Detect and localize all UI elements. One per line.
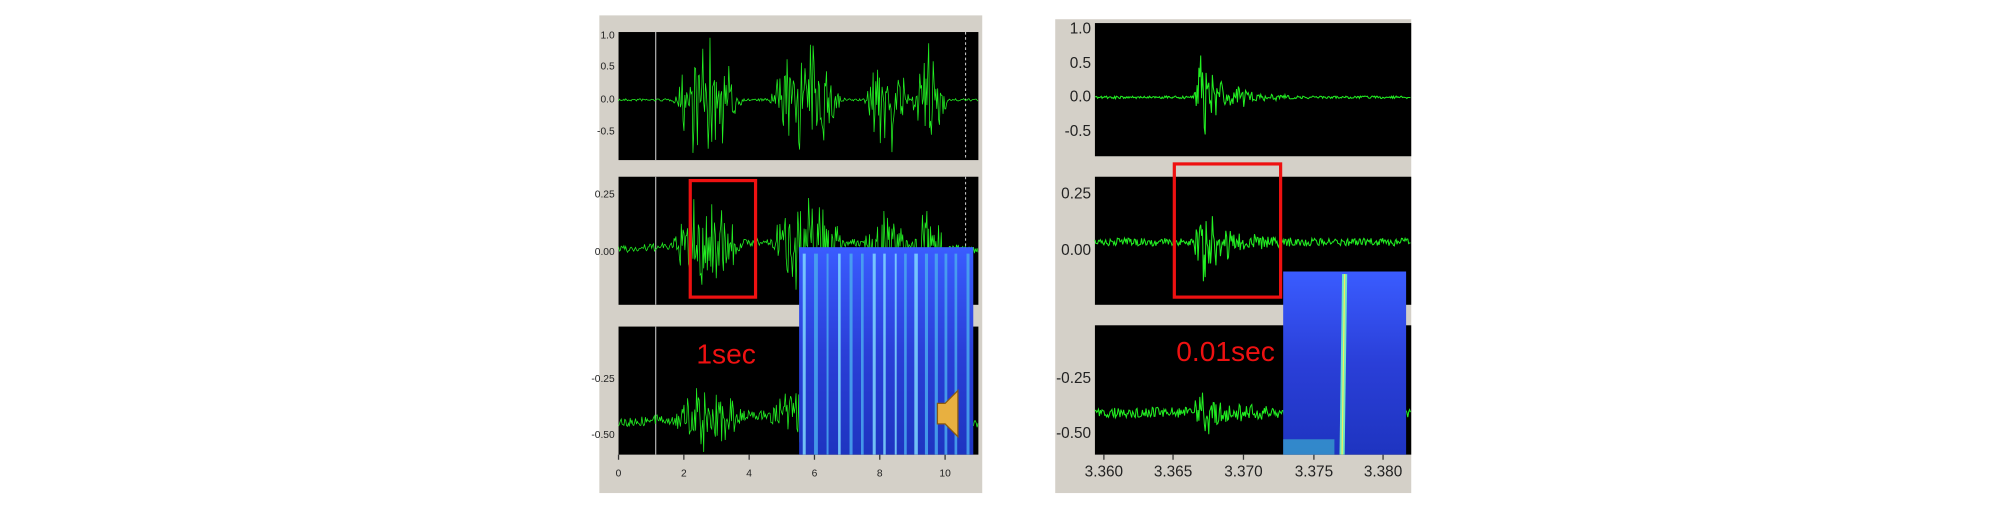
- x-tick-label: 8: [877, 469, 883, 480]
- x-tick-label: 6: [812, 469, 818, 480]
- waveform: [1094, 55, 1411, 135]
- speaker-icon: [936, 389, 959, 439]
- y-tick-label: 0.00: [595, 247, 615, 258]
- y-tick-label: -0.50: [1056, 425, 1091, 442]
- highlight-box: [688, 178, 758, 299]
- x-tick-label: 3.370: [1224, 464, 1262, 481]
- waveform: [618, 37, 979, 153]
- spectrogram-band: [1283, 439, 1335, 455]
- y-tick-label: 0.25: [1061, 186, 1091, 203]
- spectrogram-band: [1341, 274, 1346, 455]
- x-tick-label: 0: [616, 469, 622, 480]
- x-tick-label: 3.360: [1085, 464, 1123, 481]
- y-tick-label: -0.25: [591, 374, 615, 385]
- y-tick-label: 0.5: [600, 61, 615, 72]
- y-tick-label: 1.0: [600, 31, 615, 42]
- x-tick-label: 4: [746, 469, 752, 480]
- y-tick-label: 0.25: [595, 189, 615, 200]
- annotation: 1sec: [696, 337, 755, 369]
- waveform: [1094, 216, 1411, 282]
- x-tick-label: 10: [939, 469, 951, 480]
- y-tick-label: 0.0: [1070, 88, 1091, 105]
- y-tick-label: 0.00: [1061, 242, 1091, 259]
- x-tick-label: 3.380: [1364, 464, 1402, 481]
- y-tick-label: -0.50: [591, 430, 615, 441]
- x-tick-label: 3.375: [1295, 464, 1333, 481]
- y-tick-label: -0.25: [1056, 370, 1091, 387]
- y-tick-label: -0.5: [597, 127, 615, 138]
- y-tick-label: 0.0: [600, 95, 615, 106]
- plot-area: [1094, 23, 1412, 157]
- highlight-box: [1172, 162, 1283, 299]
- x-tick-label: 3.365: [1154, 464, 1192, 481]
- annotation: 0.01sec: [1176, 335, 1275, 367]
- y-tick-label: -0.5: [1065, 123, 1091, 140]
- y-tick-label: 0.5: [1070, 55, 1091, 72]
- y-tick-label: 1.0: [1070, 21, 1091, 38]
- x-tick-label: 2: [681, 469, 687, 480]
